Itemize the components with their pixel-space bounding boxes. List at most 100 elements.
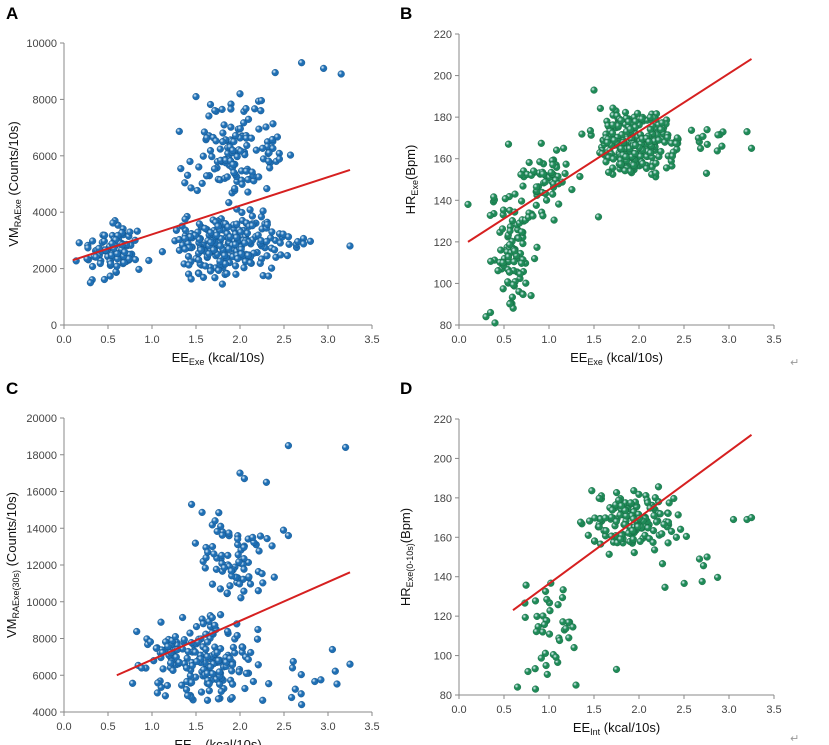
data-point <box>275 155 284 163</box>
data-point <box>532 627 541 636</box>
data-point <box>680 579 688 588</box>
data-point <box>331 667 339 675</box>
data-point <box>668 152 677 160</box>
data-point <box>238 208 246 217</box>
data-point <box>152 644 160 652</box>
data-point <box>549 190 557 198</box>
data-point <box>201 224 209 233</box>
data-point <box>568 186 576 194</box>
data-point <box>106 272 114 280</box>
data-point <box>291 685 299 693</box>
data-point <box>235 668 243 676</box>
data-point <box>300 240 308 248</box>
data-point <box>504 140 513 148</box>
data-point <box>702 169 711 177</box>
data-point <box>195 163 203 171</box>
data-point <box>203 652 211 661</box>
data-point <box>284 531 293 540</box>
scatter-panel-b: B 0.0 0.5 1.0 1.5 2.0 2.5 3.0 3.5 80 100 120 140 160 1… <box>400 4 782 367</box>
data-point <box>208 542 217 551</box>
data-point <box>230 138 238 146</box>
data-point <box>539 628 547 636</box>
data-point <box>169 666 177 675</box>
data-point <box>562 624 570 633</box>
data-point <box>252 146 260 154</box>
data-point <box>525 158 533 167</box>
data-point <box>88 237 97 245</box>
data-point <box>251 105 259 113</box>
data-point <box>651 494 659 502</box>
data-point <box>747 144 756 152</box>
data-point <box>605 550 613 558</box>
data-point <box>205 687 213 695</box>
data-point <box>522 279 530 287</box>
data-point <box>229 146 237 154</box>
data-point <box>661 583 669 591</box>
data-point <box>86 279 95 287</box>
data-point <box>672 533 681 541</box>
data-point <box>210 550 218 558</box>
scatter-panel-c: C 0.0 0.5 1.0 1.5 2.0 2.5 3.0 3.5 4000 6000 8000 100… <box>4 379 380 745</box>
x-tick-label: 3.5 <box>364 721 379 733</box>
data-point <box>216 680 224 688</box>
data-point <box>107 260 115 268</box>
data-point <box>519 290 527 299</box>
data-point <box>590 86 598 94</box>
data-point <box>192 622 201 631</box>
data-point <box>533 243 541 251</box>
data-point <box>231 184 239 193</box>
data-point <box>220 121 228 129</box>
data-point <box>646 125 654 133</box>
data-point <box>554 601 562 609</box>
data-point <box>234 551 242 559</box>
data-point <box>504 278 512 286</box>
data-point <box>658 119 666 127</box>
data-point <box>703 140 711 149</box>
data-point <box>588 487 596 495</box>
data-point <box>220 564 228 572</box>
data-point <box>179 613 187 622</box>
data-point <box>298 59 306 67</box>
data-point <box>240 587 248 595</box>
data-point <box>541 587 550 596</box>
data-point <box>186 629 194 637</box>
data-point <box>561 169 569 178</box>
data-point <box>265 157 273 165</box>
data-point <box>506 227 514 235</box>
y-tick-label: 4000 <box>33 707 57 719</box>
data-point <box>257 96 266 105</box>
x-tick-label: 1.0 <box>144 334 159 346</box>
data-point <box>211 517 219 525</box>
data-point <box>268 228 276 236</box>
data-point <box>670 494 678 503</box>
data-point <box>298 700 306 709</box>
data-point <box>233 153 241 161</box>
data-point <box>244 251 252 259</box>
y-tick-label: 200 <box>434 453 452 465</box>
data-point <box>188 678 196 687</box>
data-point <box>667 527 676 536</box>
y-tick-label: 180 <box>434 493 452 505</box>
data-point <box>658 560 667 568</box>
data-point <box>225 245 233 253</box>
data-point <box>663 133 672 142</box>
data-point <box>333 680 341 688</box>
data-point <box>193 657 201 666</box>
data-point <box>202 645 210 653</box>
data-point <box>236 125 244 133</box>
data-point <box>638 115 646 123</box>
data-point <box>203 134 211 142</box>
data-point <box>259 207 267 215</box>
y-tick-label: 14000 <box>26 523 57 535</box>
data-point <box>662 164 671 172</box>
data-point <box>541 178 549 186</box>
data-point <box>572 681 580 689</box>
data-point <box>192 92 200 101</box>
data-point <box>555 636 564 645</box>
data-point <box>244 655 252 664</box>
data-point <box>268 264 276 272</box>
data-point <box>665 499 673 507</box>
data-point <box>277 251 285 259</box>
y-tick-label: 100 <box>434 278 452 290</box>
data-point <box>217 687 225 696</box>
